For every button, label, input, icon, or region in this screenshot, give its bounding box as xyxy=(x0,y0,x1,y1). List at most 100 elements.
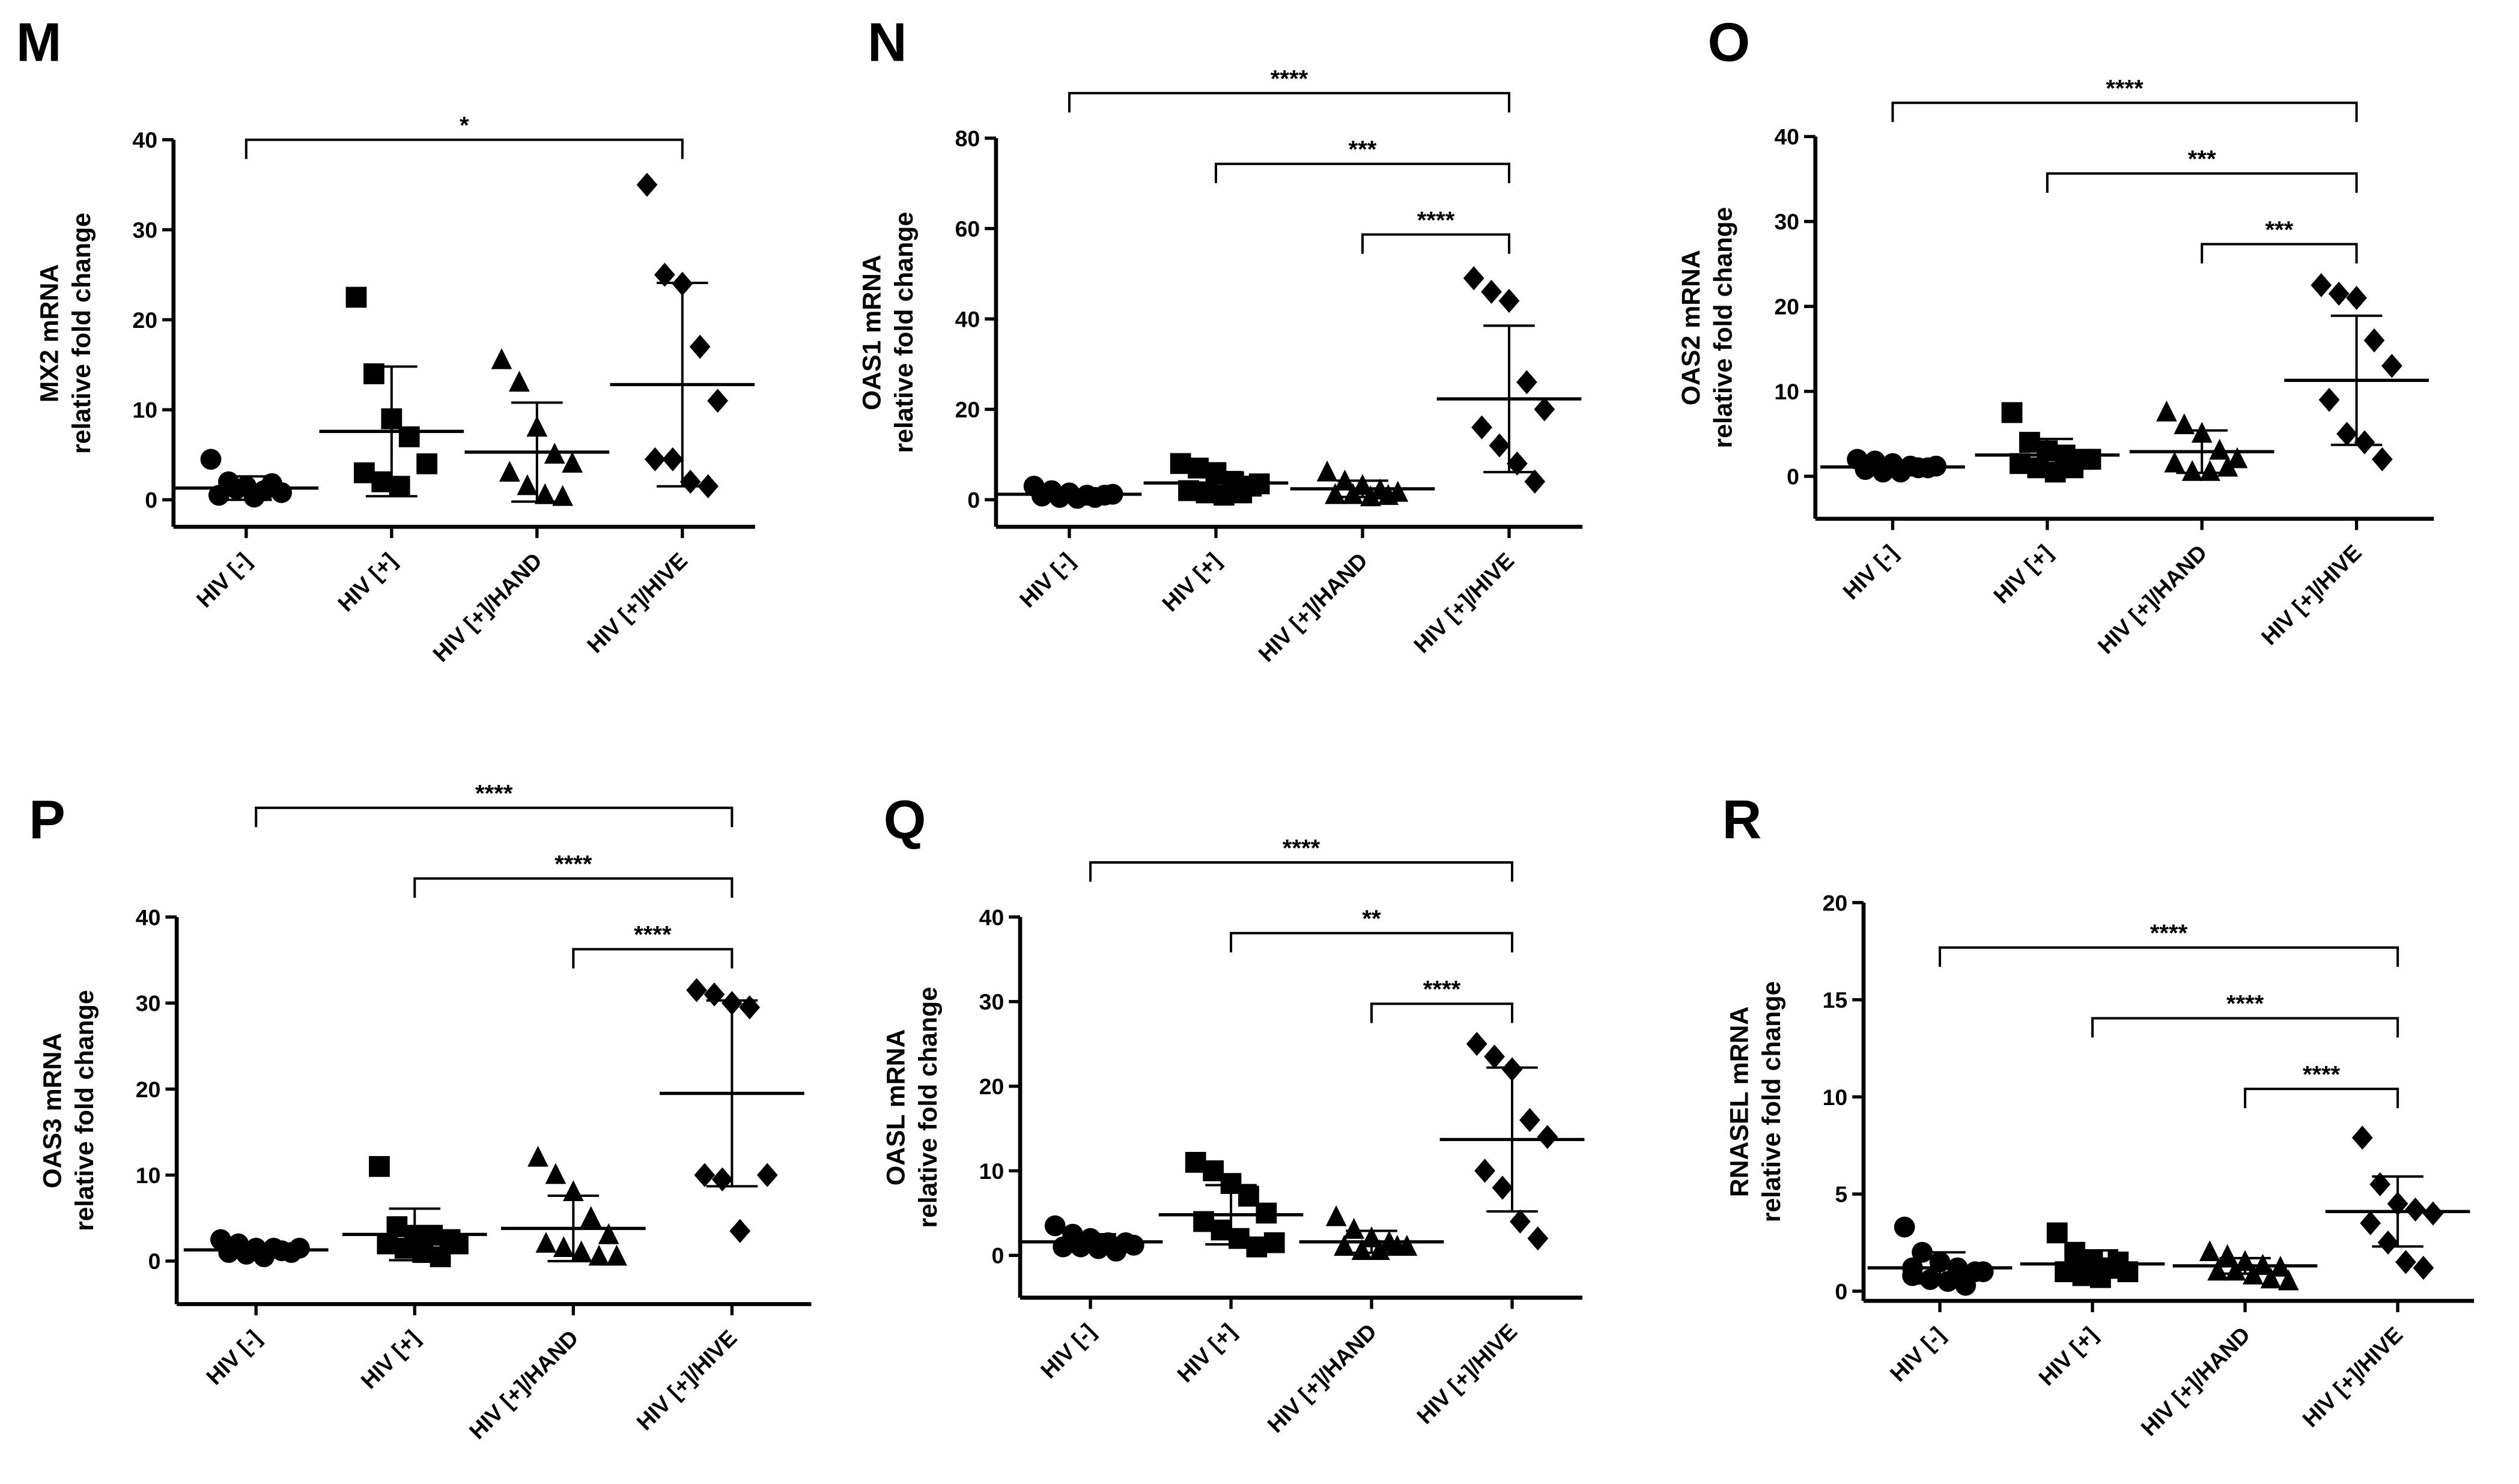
data-point xyxy=(2318,387,2340,412)
data-point xyxy=(694,1163,716,1187)
significance-bracket xyxy=(1370,1002,1514,1023)
y-tick-label: 0 xyxy=(1835,1279,1847,1304)
data-point xyxy=(534,483,556,504)
y-tick-label: 0 xyxy=(1787,464,1799,489)
data-point xyxy=(1466,1032,1487,1056)
data-point xyxy=(598,1223,619,1244)
data-point xyxy=(1534,397,1555,422)
data-point xyxy=(1342,483,1364,504)
y-tick-label: 10 xyxy=(1774,379,1799,404)
data-point xyxy=(689,335,711,359)
data-point xyxy=(756,1163,778,1187)
significance-bracket xyxy=(2244,1088,2399,1109)
data-point xyxy=(679,470,701,494)
data-point xyxy=(686,978,707,1002)
data-point xyxy=(636,172,658,197)
data-point xyxy=(729,1219,751,1243)
y-tick-label: 20 xyxy=(1774,294,1799,320)
data-point xyxy=(1855,459,1876,480)
data-point xyxy=(2336,422,2357,446)
significance-label: *** xyxy=(2265,217,2293,243)
data-point xyxy=(1170,453,1191,474)
x-tick-label: HIV [+]/HAND xyxy=(2093,540,2212,659)
data-point xyxy=(369,1155,390,1177)
data-point xyxy=(416,453,438,474)
y-axis-label: relative fold change xyxy=(1709,207,1738,449)
data-point xyxy=(535,1232,557,1253)
y-tick-label: 10 xyxy=(136,1163,161,1188)
data-point xyxy=(2277,1269,2299,1291)
y-tick-label: 40 xyxy=(1774,124,1799,150)
x-tick-label: HIV [+] xyxy=(333,548,401,616)
data-point xyxy=(1524,469,1546,494)
x-tick-label: HIV [+]/HIVE xyxy=(582,548,692,658)
data-point xyxy=(1188,457,1209,479)
panel: M MX2 mRNA relative fold change 0 10 20 30 40 HI… xyxy=(16,13,755,667)
significance-label: **** xyxy=(1283,835,1320,861)
x-tick-label: HIV [-] xyxy=(1838,540,1903,605)
y-axis-label: relative fold change xyxy=(1757,981,1786,1223)
data-point xyxy=(1516,370,1537,395)
y-tick-label: 0 xyxy=(148,1249,161,1274)
x-tick-label: HIV [+]/HIVE xyxy=(1412,1319,1522,1429)
panel-label: N xyxy=(868,13,907,73)
data-point xyxy=(1070,1236,1092,1258)
data-point xyxy=(2209,438,2230,460)
data-point xyxy=(2351,1125,2373,1150)
significance-bracket xyxy=(2201,243,2358,264)
data-point xyxy=(571,1240,592,1262)
y-tick-label: 20 xyxy=(132,307,157,333)
y-tick-label: 40 xyxy=(136,904,161,930)
data-point xyxy=(430,1246,451,1268)
data-point xyxy=(2422,1201,2444,1226)
data-point xyxy=(2107,1252,2129,1273)
x-tick-label: HIV [-] xyxy=(201,1325,266,1390)
x-tick-label: HIV [+]/HAND xyxy=(1262,1319,1381,1438)
x-tick-label: HIV [+]/HAND xyxy=(1253,548,1372,667)
data-point xyxy=(2371,447,2393,471)
significance-bracket xyxy=(413,877,734,898)
data-point xyxy=(553,1236,574,1258)
significance-bracket xyxy=(255,807,734,828)
x-tick-label: HIV [+] xyxy=(1989,540,2057,608)
data-point xyxy=(1334,1235,1355,1256)
data-point xyxy=(2377,1230,2399,1255)
data-point xyxy=(2174,413,2195,434)
y-tick-label: 5 xyxy=(1835,1182,1847,1207)
panel: R RNASEL mRNA relative fold change 0 5 10 15 20… xyxy=(1722,790,2475,1441)
significance-bracket xyxy=(1891,101,2358,123)
x-tick-label: HIV [+]/HIVE xyxy=(1409,548,1519,658)
y-axis-label: OAS1 mRNA xyxy=(857,255,886,410)
data-point xyxy=(562,452,583,473)
data-point xyxy=(1498,288,1520,313)
significance-label: **** xyxy=(475,780,513,807)
significance-bracket xyxy=(572,948,734,969)
panel-label: O xyxy=(1708,13,1751,73)
data-point xyxy=(2360,1211,2381,1235)
data-point xyxy=(1246,1236,1268,1258)
significance-bracket xyxy=(1230,931,1514,952)
data-point xyxy=(1325,1205,1347,1226)
data-point xyxy=(1378,483,1399,505)
panel: N OAS1 mRNA relative fold change 0 20 40 60 80 H… xyxy=(857,13,1582,667)
significance-label: **** xyxy=(2150,920,2188,946)
y-tick-label: 30 xyxy=(1774,209,1799,234)
data-point xyxy=(1527,1226,1549,1251)
significance-bracket xyxy=(1089,861,1514,882)
y-tick-label: 60 xyxy=(955,216,980,241)
x-tick-label: HIV [+] xyxy=(2034,1322,2102,1390)
data-point xyxy=(2346,286,2367,310)
x-tick-label: HIV [+]/HIVE xyxy=(631,1325,741,1435)
data-point xyxy=(448,1233,469,1255)
data-point xyxy=(1123,1235,1144,1256)
data-point xyxy=(2072,1265,2094,1286)
panel-label: R xyxy=(1722,790,1762,850)
data-point xyxy=(1044,1215,1066,1237)
data-point xyxy=(2381,354,2402,378)
data-point xyxy=(1387,1235,1408,1256)
data-point xyxy=(394,1237,416,1259)
y-tick-label: 20 xyxy=(1823,890,1848,915)
significance-label: **** xyxy=(555,851,592,877)
y-axis-label: MX2 mRNA xyxy=(35,264,64,402)
x-tick-label: HIV [+] xyxy=(356,1325,424,1393)
